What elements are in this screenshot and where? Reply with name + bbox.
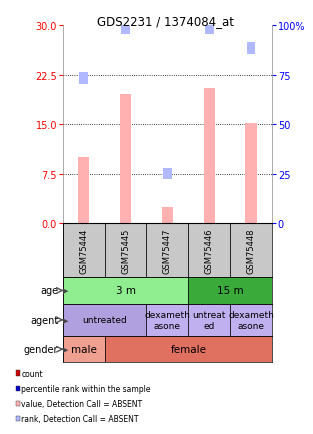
Bar (188, 304, 230, 336)
Bar (146, 224, 188, 278)
Bar (163, 168, 172, 180)
Bar (120, 95, 131, 224)
Text: gender: gender (24, 345, 59, 354)
Text: agent: agent (30, 315, 59, 325)
Bar (230, 224, 272, 278)
Bar (162, 207, 173, 224)
Text: rank, Detection Call = ABSENT: rank, Detection Call = ABSENT (21, 414, 139, 423)
Text: age: age (40, 286, 59, 296)
Text: 15 m: 15 m (217, 286, 244, 296)
Bar (63, 304, 146, 336)
Text: male: male (71, 345, 96, 354)
Bar (203, 89, 215, 224)
Bar (121, 23, 130, 35)
Text: dexameth
asone: dexameth asone (145, 310, 190, 330)
Text: dexameth
asone: dexameth asone (228, 310, 274, 330)
Bar (63, 336, 105, 362)
Bar (105, 224, 146, 278)
Bar (205, 23, 213, 35)
Bar (188, 224, 230, 278)
Text: GSM75447: GSM75447 (163, 228, 172, 273)
Bar (230, 304, 272, 336)
Text: count: count (21, 369, 43, 378)
Text: percentile rank within the sample: percentile rank within the sample (21, 384, 151, 393)
Bar (245, 123, 257, 224)
Text: 3 m: 3 m (115, 286, 136, 296)
Bar (146, 304, 188, 336)
Text: GDS2231 / 1374084_at: GDS2231 / 1374084_at (97, 15, 234, 28)
Bar (247, 43, 255, 55)
Bar (63, 224, 105, 278)
Bar (80, 73, 88, 85)
Bar (188, 278, 272, 304)
Text: value, Detection Call = ABSENT: value, Detection Call = ABSENT (21, 399, 142, 408)
Bar (78, 158, 90, 224)
Text: untreated: untreated (82, 316, 127, 325)
Bar (105, 336, 272, 362)
Text: ▶: ▶ (63, 346, 69, 352)
Text: GSM75448: GSM75448 (247, 228, 256, 273)
Text: ▶: ▶ (63, 317, 69, 323)
Text: GSM75444: GSM75444 (79, 228, 88, 273)
Text: GSM75445: GSM75445 (121, 228, 130, 273)
Bar (63, 278, 188, 304)
Text: ▶: ▶ (63, 288, 69, 294)
Text: untreat
ed: untreat ed (193, 310, 226, 330)
Text: GSM75446: GSM75446 (205, 228, 214, 273)
Text: female: female (170, 345, 207, 354)
